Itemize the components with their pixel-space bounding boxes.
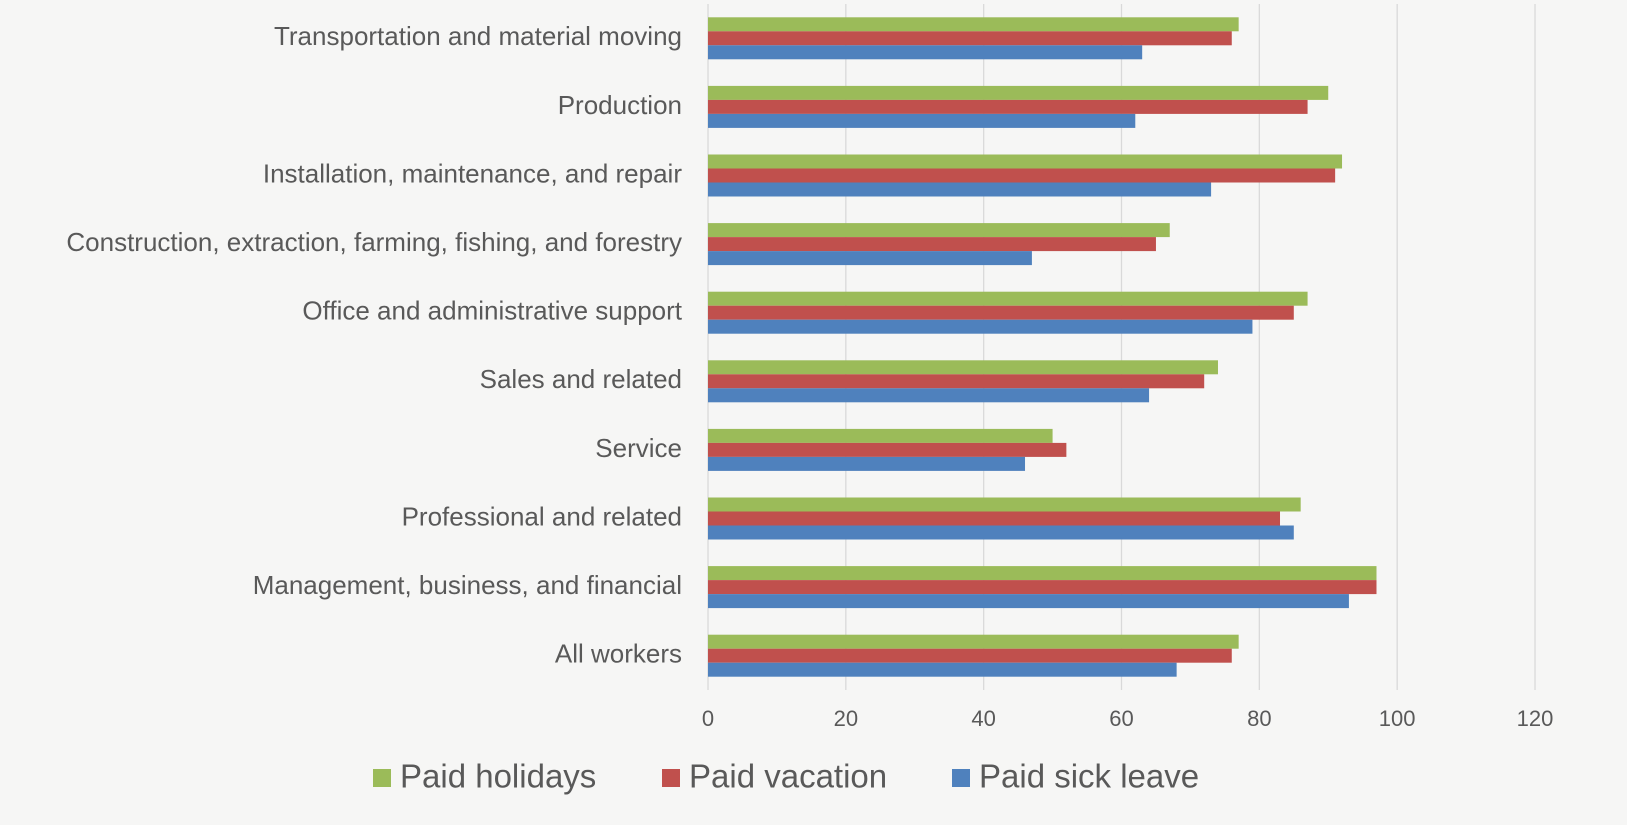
bar xyxy=(708,428,1053,443)
legend-swatch xyxy=(373,769,391,787)
bar xyxy=(708,99,1308,114)
category-label: Office and administrative support xyxy=(302,296,682,326)
bar xyxy=(708,511,1281,526)
bar xyxy=(708,45,1143,60)
x-tick-label: 0 xyxy=(702,706,714,731)
bar xyxy=(708,442,1067,457)
bar xyxy=(708,223,1170,238)
bar xyxy=(708,525,1294,540)
bar xyxy=(708,374,1205,389)
bar xyxy=(708,580,1377,595)
bar xyxy=(708,237,1156,252)
x-tick-label: 100 xyxy=(1379,706,1416,731)
bar xyxy=(708,305,1294,320)
x-tick-label: 20 xyxy=(834,706,858,731)
bar xyxy=(708,497,1301,512)
legend-label: Paid holidays xyxy=(400,758,596,795)
category-label: Sales and related xyxy=(480,364,682,394)
bar xyxy=(708,31,1232,46)
legend-label: Paid sick leave xyxy=(979,758,1199,795)
legend-label: Paid vacation xyxy=(689,758,887,795)
category-label: Construction, extraction, farming, fishi… xyxy=(66,227,682,257)
bar xyxy=(708,662,1177,677)
category-label: Production xyxy=(558,90,682,120)
legend-swatch xyxy=(662,769,680,787)
x-tick-label: 60 xyxy=(1109,706,1133,731)
bar xyxy=(708,319,1253,334)
legend-swatch xyxy=(952,769,970,787)
bar xyxy=(708,251,1032,266)
category-label: Professional and related xyxy=(402,501,682,531)
bar xyxy=(708,634,1239,649)
bar xyxy=(708,17,1239,32)
bar xyxy=(708,182,1212,197)
bar xyxy=(708,85,1329,100)
bar xyxy=(708,388,1150,403)
category-label: All workers xyxy=(555,639,682,669)
x-tick-label: 120 xyxy=(1517,706,1554,731)
category-label: Service xyxy=(595,433,682,463)
bar xyxy=(708,594,1349,609)
bar xyxy=(708,648,1232,663)
category-label: Transportation and material moving xyxy=(274,21,682,51)
x-tick-label: 80 xyxy=(1247,706,1271,731)
category-label: Management, business, and financial xyxy=(253,570,682,600)
bar xyxy=(708,113,1136,128)
bar xyxy=(708,456,1026,471)
category-label: Installation, maintenance, and repair xyxy=(263,158,682,188)
bar xyxy=(708,360,1218,375)
bar xyxy=(708,168,1336,183)
x-tick-label: 40 xyxy=(971,706,995,731)
bar xyxy=(708,154,1343,169)
bar xyxy=(708,566,1377,581)
bar xyxy=(708,291,1308,306)
